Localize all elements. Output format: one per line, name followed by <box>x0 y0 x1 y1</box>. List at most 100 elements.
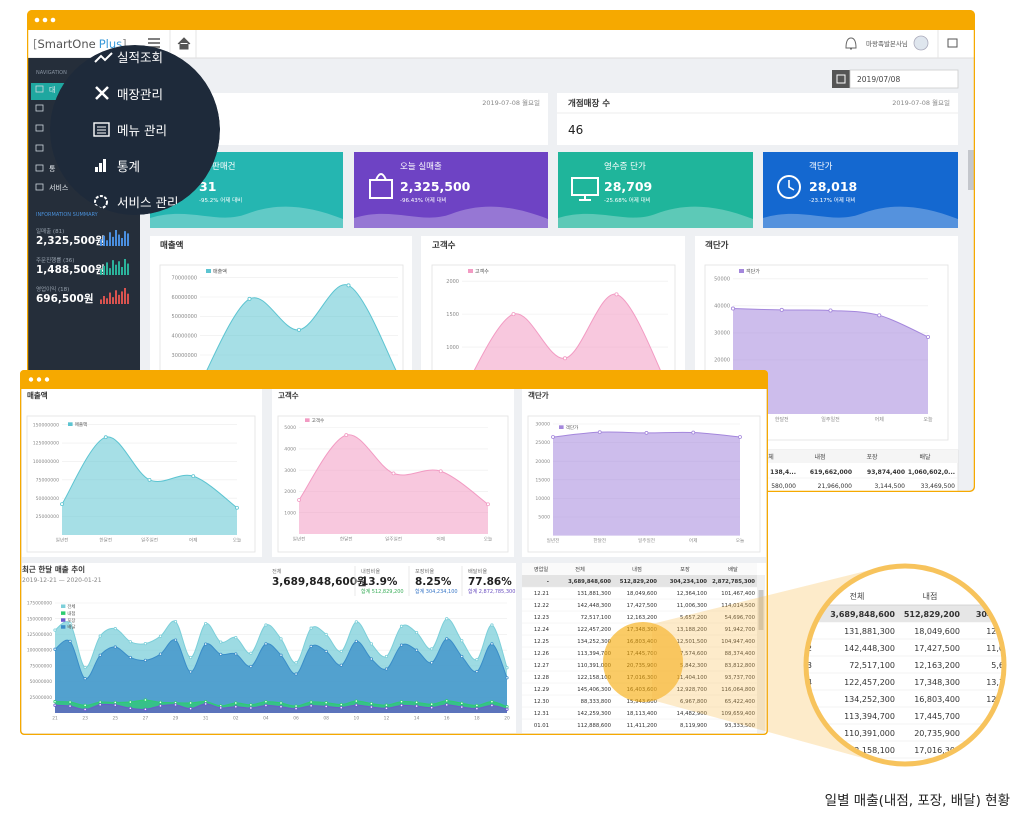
point <box>779 307 784 312</box>
legend-swatch <box>61 611 66 615</box>
y-tick-label: 150000000 <box>33 422 59 428</box>
spark-bar <box>109 292 111 304</box>
table-header-cell: 배달 <box>919 453 931 461</box>
point <box>189 707 193 711</box>
table-cell: 8,119,900 <box>680 723 708 729</box>
sidebar-icon <box>35 104 44 112</box>
legend-swatch <box>61 618 66 622</box>
x-tick-label: 일주일전 <box>821 416 840 423</box>
spark-bar <box>127 293 129 304</box>
table-cell: 11,411,200 <box>627 723 658 729</box>
point <box>414 630 419 635</box>
logo-part: ] <box>122 37 127 51</box>
point <box>551 435 555 439</box>
zoom-cell: 5,657,200 <box>991 661 1024 670</box>
table-cell: 3,689,848,600 <box>568 579 611 585</box>
date-value: 2019/07/08 <box>857 75 900 84</box>
point <box>235 505 239 510</box>
point <box>475 669 479 674</box>
point <box>399 624 404 628</box>
point <box>158 652 163 656</box>
point <box>98 703 102 707</box>
point <box>234 701 238 705</box>
point <box>490 703 494 708</box>
spark-bar <box>103 235 105 246</box>
point <box>445 699 449 703</box>
legend-swatch <box>61 604 66 608</box>
point <box>391 471 396 476</box>
point <box>384 654 389 659</box>
table-cell: 54,696,700 <box>725 615 756 621</box>
spark-bar <box>115 230 117 246</box>
zoom-cell: 11,006,300 <box>986 644 1024 653</box>
menu-item: 메뉴 관리 <box>117 123 167 138</box>
point <box>294 661 298 665</box>
table-header-cell: 영업일 <box>534 565 549 573</box>
chart-title: 고객수 <box>278 390 299 400</box>
point <box>173 703 178 707</box>
summary-label: 포장비율 <box>415 567 434 575</box>
point <box>438 469 443 474</box>
menu-circle <box>50 45 220 215</box>
zoom-header-cell: 포장 <box>993 591 1008 601</box>
spark-bar <box>112 260 114 275</box>
logo-part: [ <box>33 37 38 51</box>
point <box>173 638 178 642</box>
point <box>128 700 132 704</box>
table-cell: 2,872,785,300 <box>712 579 755 585</box>
logo: [SmartOne Plus] <box>33 37 127 51</box>
point <box>204 702 208 706</box>
table-cell: 11,404,100 <box>677 675 708 681</box>
table-cell: 93,874,400 <box>867 469 905 476</box>
y-tick-label: 150000000 <box>27 616 52 622</box>
focus-highlight <box>603 622 683 702</box>
point <box>460 705 464 709</box>
point <box>247 296 252 301</box>
zoom-cell: 113,394,700 <box>844 712 895 721</box>
y-tick-label: 30000 <box>535 422 550 428</box>
stat-card <box>354 152 548 228</box>
point <box>113 627 117 631</box>
point <box>249 651 253 655</box>
table-cell: 12,928,700 <box>677 687 708 693</box>
legend-swatch <box>468 269 473 273</box>
zoom-cell: 17,016,300 <box>914 746 960 755</box>
stat-change: -95.2% 어제 대비 <box>199 196 242 204</box>
area <box>553 431 740 536</box>
area <box>55 703 507 713</box>
spark-bar <box>118 261 120 275</box>
table-cell: 11,006,300 <box>677 603 708 609</box>
zoom-cell: 134,252,300 <box>844 695 895 704</box>
x-tick-label: 25 <box>112 715 118 721</box>
zoom-cell: 01.01 <box>789 814 812 823</box>
zoom-cell: 142,448,300 <box>844 644 895 653</box>
x-tick-label: 일년전 <box>293 536 306 543</box>
spark-bar <box>124 288 126 304</box>
sidebar-icon <box>35 183 44 191</box>
x-tick-label: 한달전 <box>99 537 112 544</box>
point <box>369 701 373 706</box>
window-icon <box>947 38 958 48</box>
stat-title: 객단가 <box>809 161 833 172</box>
point <box>309 700 313 704</box>
point <box>68 639 72 643</box>
y-tick-label: 125000000 <box>27 632 52 638</box>
table-cell: 145,406,300 <box>577 687 611 693</box>
clock-icon <box>788 180 795 191</box>
zoom-cell: 3,689,848,600 <box>830 610 895 619</box>
summary-label: 일매출 (81) <box>36 227 64 235</box>
y-tick-label: 5000 <box>538 515 550 521</box>
point <box>68 704 72 708</box>
trend-title: 최근 한달 매출 추이 <box>22 564 85 574</box>
window-dot <box>50 17 56 23</box>
point <box>53 647 57 651</box>
stat-change: -25.68% 어제 대비 <box>604 196 651 204</box>
point <box>877 313 882 318</box>
stat-change: -96.43% 어제 대비 <box>400 196 447 204</box>
zoom-header-cell: 내점 <box>923 591 938 601</box>
y-tick-label: 70000000 <box>172 275 197 281</box>
table-cell: 13,188,200 <box>677 627 708 633</box>
point <box>344 433 349 437</box>
point <box>309 644 313 648</box>
